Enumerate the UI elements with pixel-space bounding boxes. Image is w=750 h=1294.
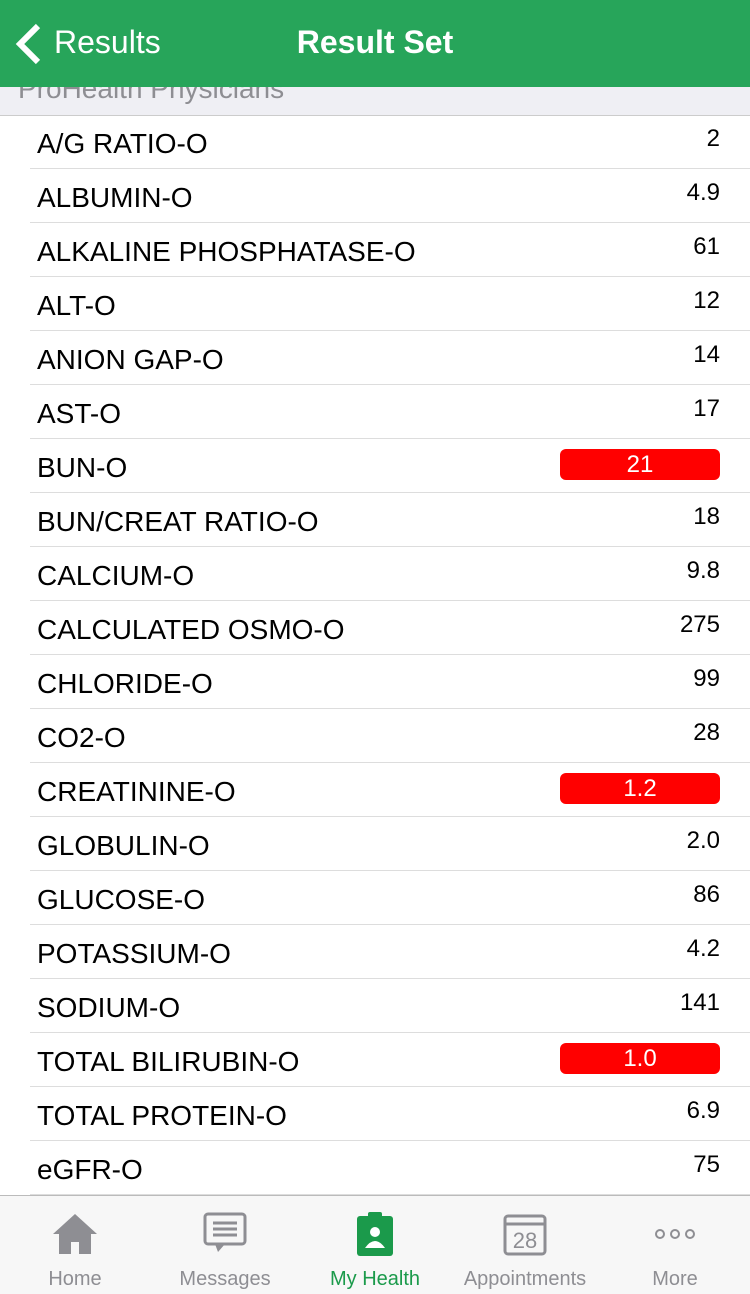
result-row[interactable]: ALKALINE PHOSPHATASE-O 61: [30, 223, 750, 277]
tab-icon: 28: [503, 1214, 547, 1256]
result-row[interactable]: ALT-O 12: [30, 277, 750, 331]
flagged-value: 21: [560, 449, 720, 480]
result-row[interactable]: GLUCOSE-O 86: [30, 871, 750, 925]
tab[interactable]: My Health: [300, 1196, 450, 1294]
result-row[interactable]: AST-O 17: [30, 385, 750, 439]
result-name: BUN/CREAT RATIO-O: [37, 506, 319, 537]
result-name: CREATININE-O: [37, 776, 236, 807]
result-row[interactable]: POTASSIUM-O 4.2: [30, 925, 750, 979]
tab-bar: Home Messages My Health 28 Appointments More: [0, 1195, 750, 1294]
back-button[interactable]: Results: [54, 24, 161, 60]
result-value: 141: [679, 989, 720, 1016]
tab-icon: [203, 1212, 247, 1252]
result-name: ALT-O: [37, 290, 116, 321]
result-name: A/G RATIO-O: [37, 128, 208, 159]
result-name: TOTAL BILIRUBIN-O: [37, 1046, 300, 1077]
result-row[interactable]: CALCIUM-O 9.8: [30, 547, 750, 601]
nav-bar: Results Result Set: [0, 0, 750, 87]
result-name: ALBUMIN-O: [37, 182, 193, 213]
result-row[interactable]: BUN/CREAT RATIO-O 18: [30, 493, 750, 547]
result-list: A/G RATIO-O 2 ALBUMIN-O 4.9 ALKALINE PHOSPHA…: [0, 115, 750, 1195]
result-row[interactable]: BUN-O 21: [30, 439, 750, 493]
result-name: CALCIUM-O: [37, 560, 195, 591]
result-row[interactable]: ALBUMIN-O 4.9: [30, 169, 750, 223]
result-value: 14: [693, 341, 720, 368]
tab[interactable]: Home: [0, 1196, 150, 1294]
result-name: ANION GAP-O: [37, 344, 224, 375]
section-title: ProHealth Physicians: [18, 87, 285, 104]
tab-icon: [53, 1214, 97, 1254]
result-name: ALKALINE PHOSPHATASE-O: [37, 236, 416, 267]
result-value: 9.8: [686, 557, 720, 584]
tab-icon: [357, 1212, 393, 1256]
tab[interactable]: 28 Appointments: [450, 1196, 600, 1294]
result-row[interactable]: GLOBULIN-O 2.0: [30, 817, 750, 871]
result-value: 28: [693, 719, 720, 746]
result-name: CHLORIDE-O: [37, 668, 213, 699]
result-value: 99: [693, 665, 720, 692]
result-value: 4.2: [686, 935, 720, 962]
result-value: 86: [693, 881, 720, 908]
result-value: 6.9: [686, 1097, 720, 1124]
result-name: eGFR-O: [37, 1154, 143, 1185]
tab[interactable]: More: [600, 1196, 750, 1294]
result-name: BUN-O: [37, 452, 128, 483]
result-name: GLUCOSE-O: [37, 884, 206, 915]
result-value: 4.9: [686, 179, 720, 206]
result-row[interactable]: CO2-O 28: [30, 709, 750, 763]
flagged-value: 1.2: [560, 773, 720, 804]
result-value: 12: [693, 287, 720, 314]
result-value: 75: [693, 1151, 720, 1178]
result-row[interactable]: CREATININE-O 1.2: [30, 763, 750, 817]
result-row[interactable]: TOTAL BILIRUBIN-O 1.0: [30, 1033, 750, 1087]
result-name: CO2-O: [37, 722, 126, 753]
result-row[interactable]: TOTAL PROTEIN-O 6.9: [30, 1087, 750, 1141]
result-row[interactable]: CHLORIDE-O 99: [30, 655, 750, 709]
tab[interactable]: Messages: [150, 1196, 300, 1294]
result-name: POTASSIUM-O: [37, 938, 231, 969]
tab-label: More: [652, 1268, 698, 1290]
result-row[interactable]: ANION GAP-O 14: [30, 331, 750, 385]
section-header: ProHealth Physicians: [0, 87, 750, 116]
result-name: SODIUM-O: [37, 992, 181, 1023]
nav-title: Result Set: [296, 24, 454, 60]
result-value: 61: [693, 233, 720, 260]
result-row[interactable]: A/G RATIO-O 2: [30, 115, 750, 169]
result-name: AST-O: [37, 398, 122, 429]
back-chevron[interactable]: [14, 22, 44, 66]
result-value: 275: [679, 611, 720, 638]
flagged-value: 1.0: [560, 1043, 720, 1074]
tab-label: Appointments: [463, 1268, 587, 1290]
result-row[interactable]: SODIUM-O 141: [30, 979, 750, 1033]
tab-label: Home: [48, 1268, 102, 1290]
tab-label: My Health: [329, 1268, 421, 1290]
result-name: CALCULATED OSMO-O: [37, 614, 345, 645]
icon-text: 28: [513, 1228, 537, 1253]
result-row[interactable]: eGFR-O 75: [30, 1141, 750, 1195]
result-value: 17: [693, 395, 720, 422]
result-value: 2.0: [686, 827, 720, 854]
tab-label: Messages: [179, 1268, 271, 1290]
result-value: 18: [693, 503, 720, 530]
result-row[interactable]: CALCULATED OSMO-O 275: [30, 601, 750, 655]
result-name: GLOBULIN-O: [37, 830, 210, 861]
tab-icon: [655, 1229, 695, 1239]
result-name: TOTAL PROTEIN-O: [37, 1100, 287, 1131]
result-value: 2: [706, 125, 720, 152]
